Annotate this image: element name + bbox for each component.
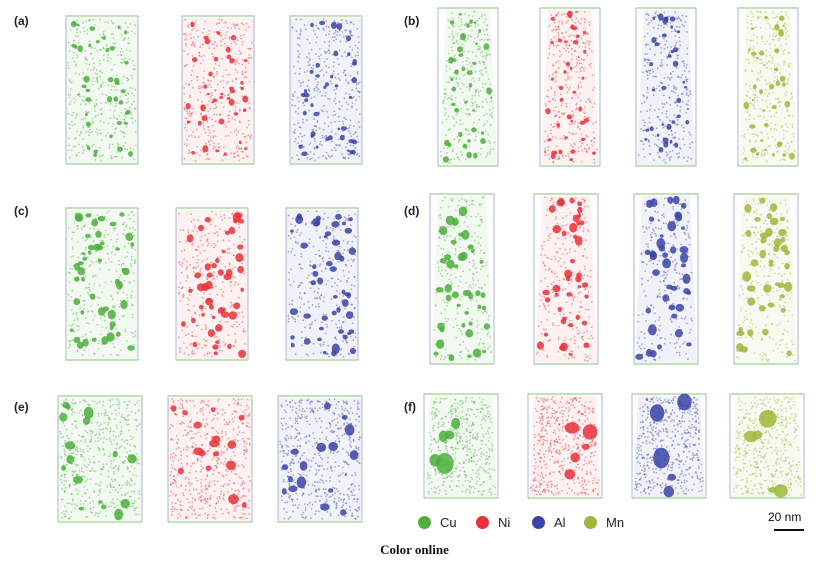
panel-label-d: (d)	[404, 204, 420, 218]
figure-caption: Color online	[380, 542, 449, 557]
legend-item-al: Al	[532, 512, 566, 532]
legend-label-ni: Ni	[498, 514, 511, 530]
legend-dot-al	[532, 515, 545, 529]
panel-label-c: (c)	[14, 204, 29, 218]
atom-map-b-cu	[437, 7, 499, 167]
legend-label-cu: Cu	[440, 514, 457, 530]
scale-bar: 20 nm	[768, 510, 810, 534]
element-legend: Cu Ni Al Mn	[418, 512, 658, 532]
atom-map-d-cu	[429, 193, 495, 365]
legend-dot-ni	[476, 515, 489, 529]
legend-dot-cu	[418, 515, 431, 529]
atom-map-d-al	[633, 193, 699, 365]
atom-map-f-mn	[729, 393, 805, 499]
atom-map-e-cu	[57, 395, 143, 523]
atom-map-e-ni	[167, 395, 253, 523]
atom-map-d-mn	[733, 193, 799, 365]
atom-map-a-cu	[65, 15, 139, 165]
atom-map-f-ni	[527, 393, 603, 499]
atom-map-b-mn	[737, 7, 799, 167]
legend-label-mn: Mn	[606, 514, 625, 530]
atom-map-f-al	[631, 393, 707, 499]
atom-map-f-cu	[423, 393, 499, 499]
scale-bar-label: 20 nm	[768, 510, 802, 524]
scale-bar-line	[774, 529, 804, 531]
atom-map-b-ni	[539, 7, 601, 167]
legend-dot-mn	[584, 515, 597, 529]
atom-map-a-ni	[181, 15, 255, 165]
legend-item-ni: Ni	[476, 512, 510, 532]
panel-label-b: (b)	[404, 14, 420, 28]
atom-map-b-al	[635, 7, 697, 167]
legend-item-cu: Cu	[418, 512, 457, 532]
atom-map-e-al	[277, 395, 363, 523]
atom-map-c-cu	[65, 207, 139, 361]
atom-map-c-al	[285, 207, 359, 361]
atom-map-a-al	[289, 15, 363, 165]
panel-label-a: (a)	[14, 14, 29, 28]
panel-label-f: (f)	[404, 400, 416, 414]
legend-label-al: Al	[554, 514, 566, 530]
legend-item-mn: Mn	[584, 512, 624, 532]
atom-map-d-ni	[533, 193, 599, 365]
atom-map-c-ni	[175, 207, 249, 361]
panel-label-e: (e)	[14, 400, 29, 414]
